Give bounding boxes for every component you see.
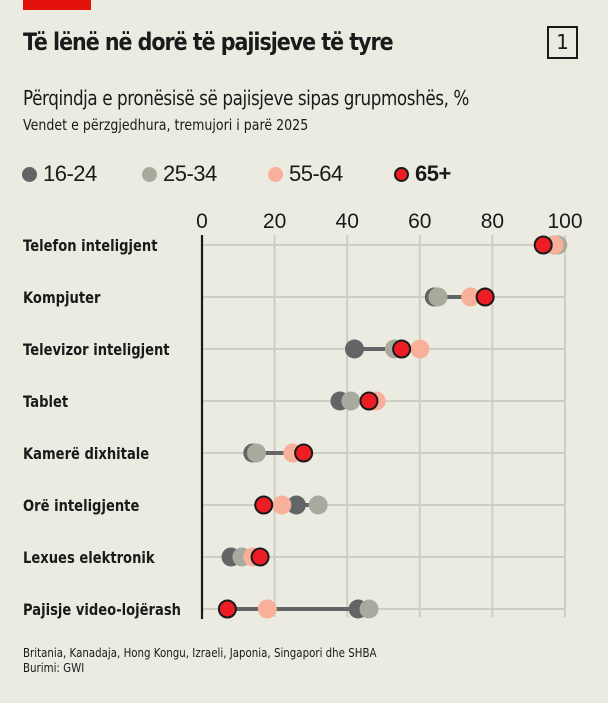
legend-dot-55-64 bbox=[268, 166, 283, 182]
legend-label: 55-64 bbox=[289, 161, 343, 186]
x-tick-label: 40 bbox=[336, 210, 359, 233]
legend-label: 16-24 bbox=[43, 161, 97, 186]
x-tick-label: 0 bbox=[196, 210, 208, 233]
dot-16-24-6 bbox=[286, 495, 306, 515]
x-tick-label: 80 bbox=[481, 210, 504, 233]
category-label: Orë inteligjente bbox=[23, 497, 139, 516]
chart-title: Të lënë në dorë të pajisjeve të tyre bbox=[23, 28, 394, 56]
chart-number-badge: 1 bbox=[547, 26, 578, 59]
legend-dot-25-34 bbox=[142, 166, 157, 182]
brand-tag bbox=[23, 0, 91, 10]
dot-65-plus-8 bbox=[217, 599, 237, 619]
category-label: Telefon inteligjent bbox=[23, 237, 157, 256]
footer-note: Britania, Kanadaja, Hong Kongu, Izraeli,… bbox=[23, 645, 377, 660]
legend-item-25-34: 25-34 bbox=[142, 160, 217, 188]
dot-55-64-6 bbox=[272, 495, 292, 515]
x-tick-label: 20 bbox=[263, 210, 286, 233]
category-label: Tablet bbox=[23, 393, 68, 412]
legend-label: 65+ bbox=[415, 161, 451, 186]
dot-55-64-2 bbox=[461, 287, 481, 307]
footer: Britania, Kanadaja, Hong Kongu, Izraeli,… bbox=[23, 645, 377, 675]
dot-65-plus-6 bbox=[254, 495, 274, 515]
dot-65-plus-5 bbox=[294, 443, 314, 463]
chart-subtitle-secondary: Vendet e përzgjedhura, tremujori i parë … bbox=[23, 116, 309, 134]
category-label: Lexues elektronik bbox=[23, 549, 155, 568]
dot-16-24-3 bbox=[344, 339, 364, 359]
dot-25-34-2 bbox=[428, 287, 448, 307]
legend-dot-16-24 bbox=[22, 166, 37, 182]
dot-65-plus-3 bbox=[392, 339, 412, 359]
source-note: Burimi: GWI bbox=[23, 660, 85, 675]
legend-label: 25-34 bbox=[163, 161, 217, 186]
dot-25-34-4 bbox=[341, 391, 361, 411]
dot-25-34-6 bbox=[308, 495, 328, 515]
category-label: Kompjuter bbox=[23, 289, 101, 308]
legend-item-16-24: 16-24 bbox=[22, 160, 97, 188]
x-tick-label: 100 bbox=[547, 210, 582, 233]
dot-25-34-8 bbox=[359, 599, 379, 619]
chart-subtitle: Përqindja e pronësisë së pajisjeve sipas… bbox=[23, 86, 469, 110]
dot-plot-chart: 0 20 40 60 80 100 Telefon inteligjent Kompjuter… bbox=[23, 210, 583, 620]
dot-65-plus-7 bbox=[250, 547, 270, 567]
category-label: Televizor inteligjent bbox=[23, 341, 170, 360]
legend-dot-65-plus bbox=[394, 166, 409, 182]
dot-55-64-3 bbox=[410, 339, 430, 359]
legend-item-65-plus: 65+ bbox=[394, 160, 451, 188]
category-label: Kamerë dixhitale bbox=[23, 445, 149, 464]
x-tick-label: 60 bbox=[408, 210, 431, 233]
dot-65-plus-2 bbox=[475, 287, 495, 307]
dot-65-plus-4 bbox=[359, 391, 379, 411]
dot-65-plus-1 bbox=[533, 235, 553, 255]
dot-55-64-8 bbox=[257, 599, 277, 619]
legend-item-55-64: 55-64 bbox=[268, 160, 343, 188]
dot-25-34-5 bbox=[246, 443, 266, 463]
category-label: Pajisje video-lojërash bbox=[23, 601, 181, 620]
